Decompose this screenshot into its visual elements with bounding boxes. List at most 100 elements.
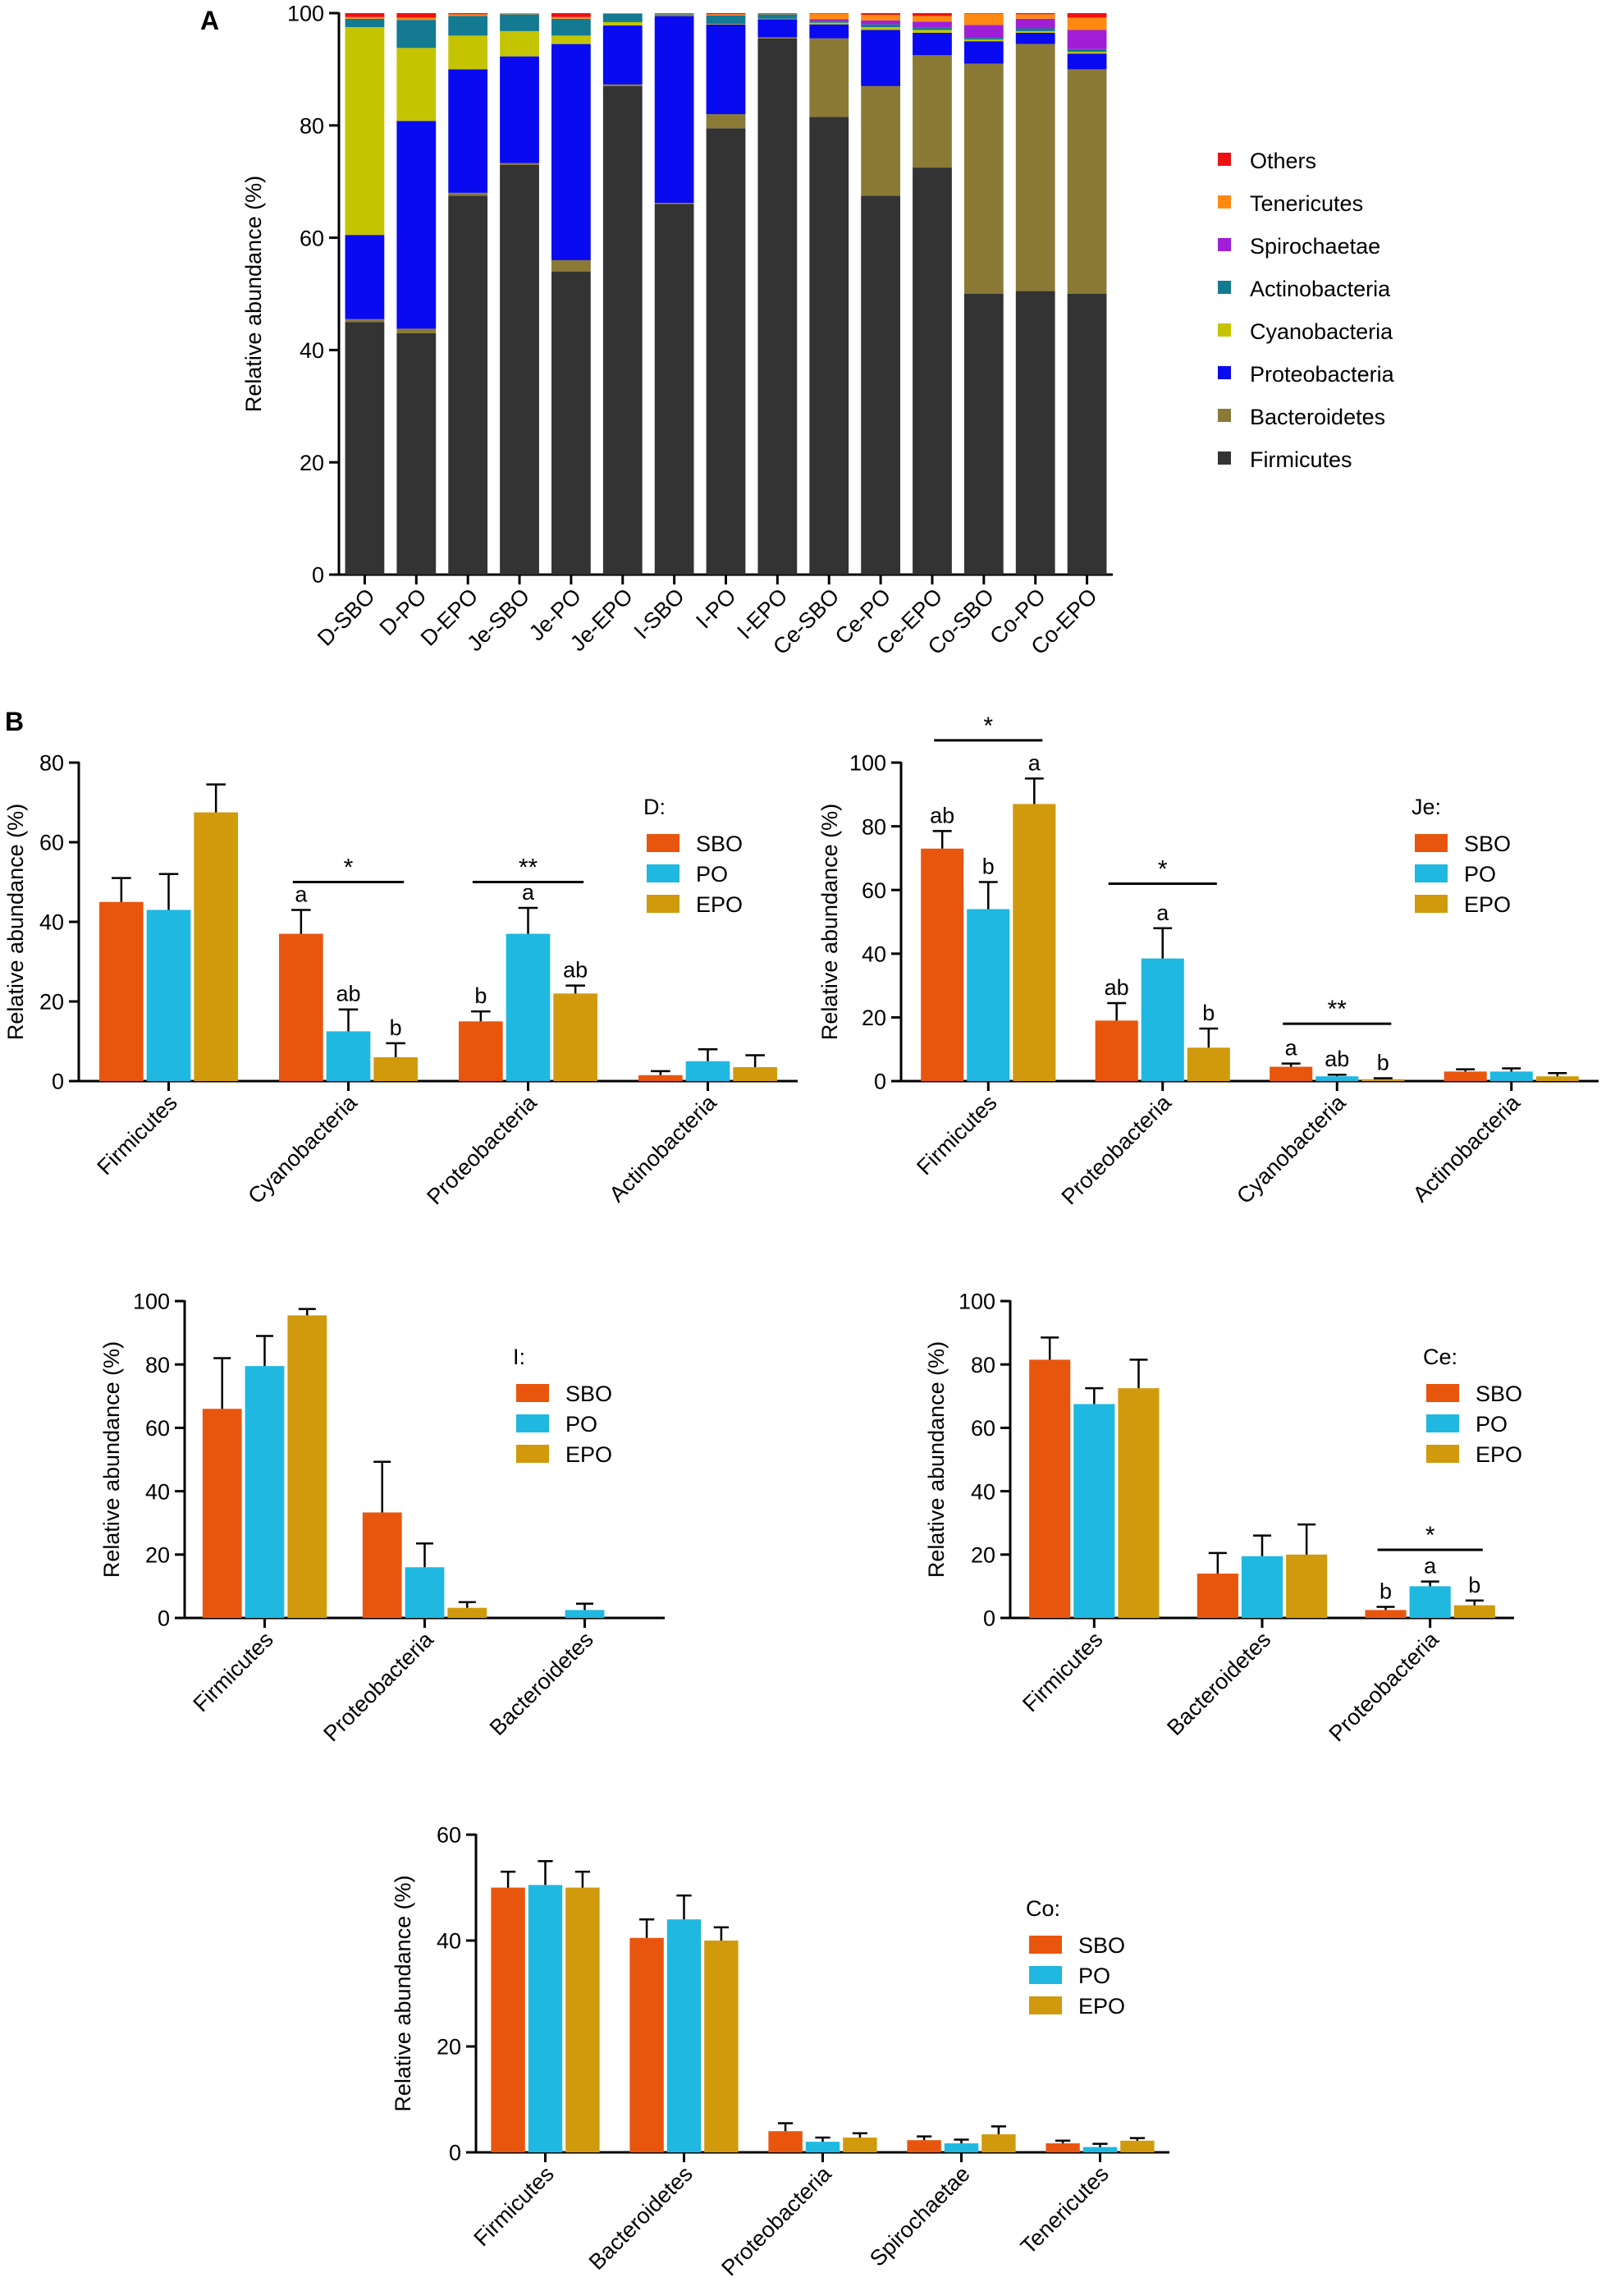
x-tick-label: Bacteroidetes	[584, 2161, 698, 2275]
stacked-segment	[448, 69, 488, 193]
y-axis-label: Relative abundance (%)	[99, 1341, 124, 1578]
legend-swatch	[1218, 451, 1231, 465]
stacked-segment	[1067, 69, 1107, 295]
stacked-segment	[448, 13, 488, 15]
legend-swatch	[1415, 864, 1448, 882]
legend-swatch	[1218, 153, 1231, 166]
bar	[704, 1941, 739, 2152]
bar	[1444, 1071, 1487, 1081]
legend-swatch	[1029, 1996, 1062, 2014]
stacked-segment	[396, 121, 437, 329]
y-tick-label: 80	[971, 1353, 995, 1377]
y-tick-label: 20	[39, 990, 64, 1015]
stacked-segment	[448, 35, 488, 70]
y-tick-label: 60	[39, 831, 64, 855]
significance-star: **	[519, 855, 538, 882]
stacked-segment	[448, 16, 488, 36]
legend-label: PO	[565, 1412, 597, 1437]
legend-label: Firmicutes	[1250, 447, 1352, 472]
y-tick-label: 80	[862, 814, 886, 839]
bar	[1315, 1076, 1359, 1081]
bar	[666, 1919, 702, 2152]
x-tick-label: Spirochaetae	[865, 2161, 975, 2271]
y-axis-label: Relative abundance (%)	[3, 804, 28, 1040]
legend-label: PO	[1078, 1964, 1110, 1988]
legend-swatch	[1218, 366, 1231, 379]
bar	[1361, 1079, 1405, 1081]
stacked-segment	[396, 13, 437, 18]
legend-label: Spirochaetae	[1250, 234, 1380, 259]
bar	[1013, 804, 1056, 1081]
stacked-segment	[757, 18, 798, 20]
stacked-segment	[551, 16, 591, 19]
stacked-segment	[1015, 44, 1055, 291]
stacked-segment	[602, 25, 643, 85]
stacked-segment	[1067, 48, 1107, 53]
stacked-segment	[861, 20, 900, 25]
significance-letter: b	[1468, 1573, 1480, 1597]
stacked-segment	[500, 163, 539, 165]
stacked-segment	[809, 117, 849, 575]
bar	[629, 1937, 664, 2152]
y-tick-label: 40	[437, 1929, 461, 1954]
panel-label-b: B	[5, 707, 24, 736]
bar	[921, 848, 964, 1081]
x-tick-label: Proteobacteria	[318, 1626, 438, 1746]
stacked-segment	[551, 13, 591, 17]
legend-title: Ce:	[1423, 1345, 1457, 1369]
stacked-segment	[913, 13, 952, 16]
stacked-segment	[809, 38, 849, 117]
bar	[1095, 1020, 1138, 1081]
significance-letter: ab	[930, 803, 954, 827]
stacked-segment	[1067, 13, 1107, 18]
legend-label: EPO	[696, 892, 743, 917]
y-tick-label: 0	[983, 1606, 995, 1631]
stacked-segment	[396, 17, 437, 21]
bar	[768, 2131, 803, 2152]
stacked-segment	[757, 13, 798, 14]
stacked-segment	[861, 27, 900, 30]
bar	[565, 1887, 600, 2152]
bar	[565, 1610, 605, 1618]
legend-swatch	[1029, 1966, 1062, 1984]
stacked-segment	[654, 13, 694, 14]
bar	[99, 901, 144, 1081]
bar	[1029, 1359, 1071, 1618]
x-tick-label: Actinobacteria	[605, 1089, 722, 1207]
bar	[805, 2142, 840, 2152]
stacked-segment	[861, 195, 900, 575]
bar	[459, 1021, 503, 1081]
x-tick-label: Firmicutes	[92, 1090, 181, 1180]
legend-swatch	[1218, 238, 1231, 251]
y-tick-label: 20	[862, 1006, 886, 1030]
stacked-segment	[963, 41, 1004, 64]
bar	[146, 910, 191, 1081]
bar	[967, 909, 1010, 1081]
x-tick-label: D-SBO	[313, 584, 380, 651]
significance-letter: b	[1202, 1001, 1215, 1025]
stacked-segment	[963, 25, 1004, 39]
y-tick-label: 40	[145, 1479, 170, 1504]
stacked-segment	[396, 20, 437, 48]
stacked-segment	[654, 14, 694, 16]
legend-swatch	[1029, 1936, 1062, 1954]
stacked-segment	[1067, 30, 1107, 49]
significance-letter: a	[1285, 1036, 1298, 1061]
stacked-segment	[345, 13, 385, 17]
bar	[287, 1315, 327, 1618]
x-tick-label: Tenericutes	[1016, 2161, 1114, 2259]
y-tick-label: 60	[971, 1416, 995, 1441]
y-tick-label: 0	[158, 1606, 170, 1631]
y-tick-label: 100	[133, 1290, 170, 1314]
legend-swatch	[1218, 323, 1231, 337]
stacked-segment	[345, 235, 385, 319]
legend-swatch	[1426, 1384, 1459, 1402]
stacked-segment	[706, 13, 746, 15]
significance-letter: a	[1424, 1554, 1437, 1579]
y-axis-label: Relative abundance (%)	[924, 1341, 949, 1578]
stacked-segment	[913, 27, 952, 30]
legend-title: Je:	[1412, 795, 1441, 819]
bar	[1073, 1404, 1115, 1618]
x-tick-label: Proteobacteria	[1057, 1089, 1177, 1209]
